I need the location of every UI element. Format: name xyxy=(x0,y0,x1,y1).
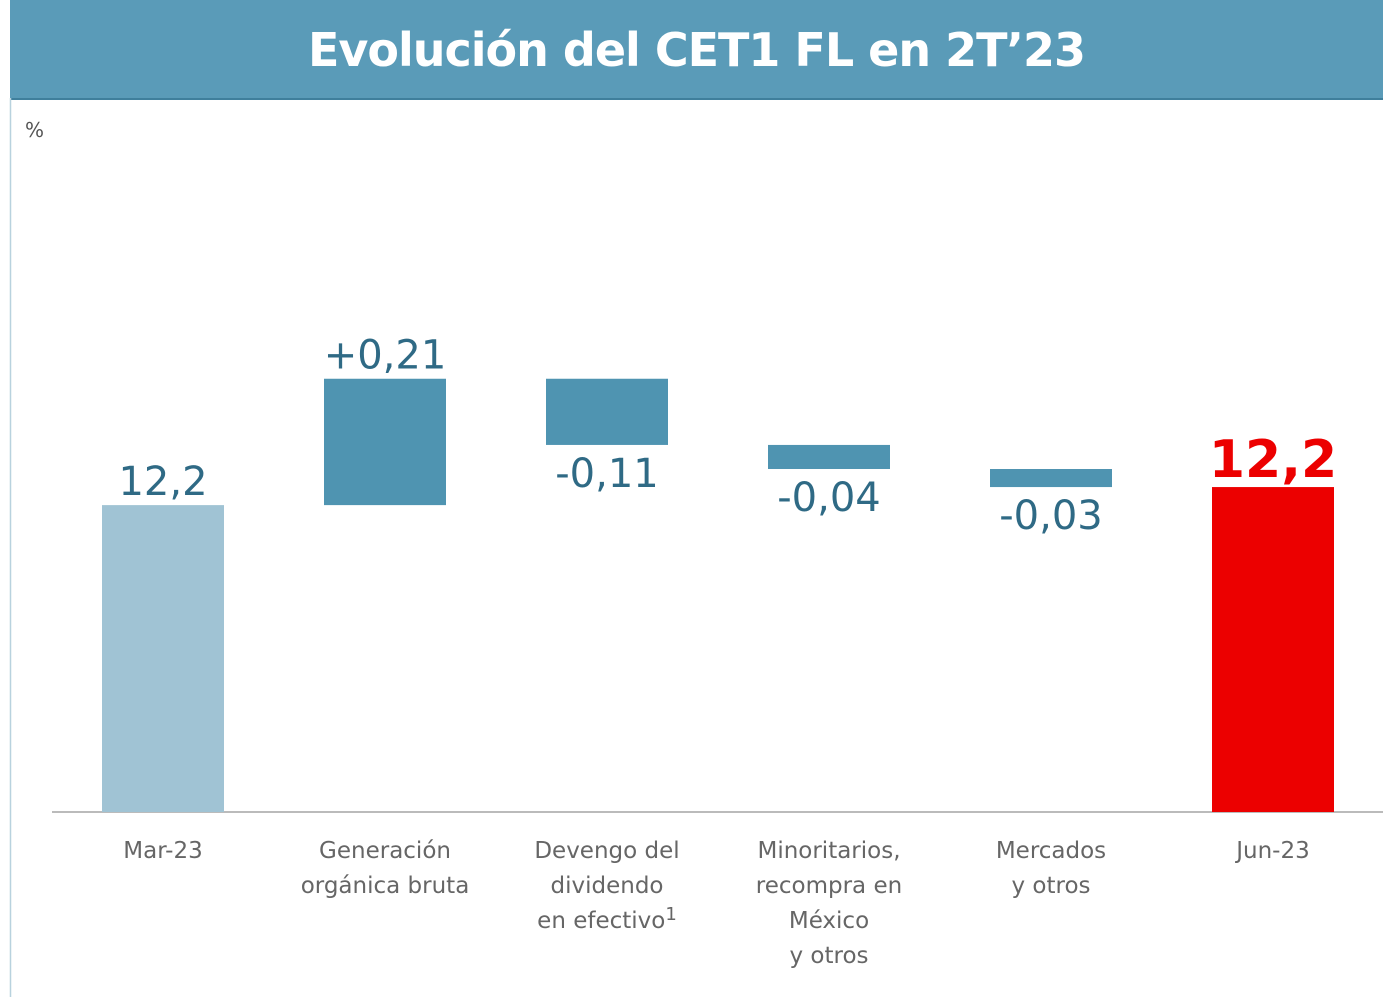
x-tick-label: Jun-23 xyxy=(1162,834,1383,869)
category-text: Minoritarios, recompra en México y otros xyxy=(755,838,903,969)
bar xyxy=(324,378,446,506)
category-text: Jun-23 xyxy=(1236,838,1310,864)
unit-label: % xyxy=(25,118,45,142)
category-text: Generación orgánica bruta xyxy=(300,838,470,899)
category-text: Mercados y otros xyxy=(995,838,1107,899)
bar xyxy=(768,444,890,470)
value-label: -0,11 xyxy=(555,451,659,497)
footnote-mark: 1 xyxy=(665,904,677,925)
bar xyxy=(1212,487,1334,812)
category-text: Mar-23 xyxy=(123,838,203,864)
value-label: -0,03 xyxy=(999,493,1103,539)
bar xyxy=(990,469,1112,488)
bar xyxy=(546,378,668,445)
x-tick-label: Generación orgánica bruta xyxy=(274,834,496,904)
x-tick-label: Devengo del dividendo en efectivo1 xyxy=(496,834,718,939)
chart-title: Evolución del CET1 FL en 2T’23 xyxy=(10,0,1383,100)
value-label: 12,2 xyxy=(1209,430,1337,490)
category-text: Devengo del dividendo en efectivo xyxy=(534,838,680,934)
value-label: -0,04 xyxy=(777,475,881,521)
x-tick-label: Mercados y otros xyxy=(940,834,1162,904)
x-tick-label: Mar-23 xyxy=(52,834,274,869)
value-label: +0,21 xyxy=(324,333,447,379)
bar xyxy=(102,505,224,812)
value-label: 12,2 xyxy=(118,459,207,505)
x-tick-label: Minoritarios, recompra en México y otros xyxy=(718,834,940,974)
